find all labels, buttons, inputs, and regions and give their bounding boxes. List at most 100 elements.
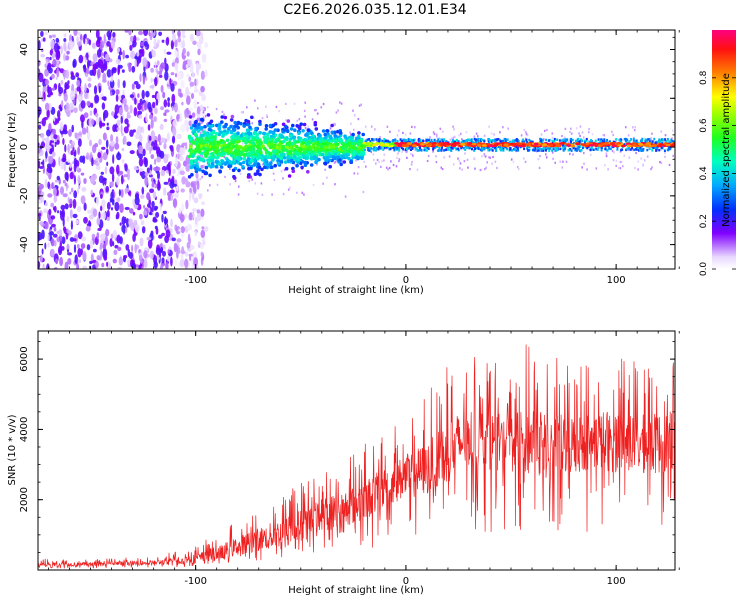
band-edge-dot [630, 138, 633, 141]
noise-dot [125, 54, 129, 59]
band-dot [337, 137, 342, 142]
band-edge-dot [638, 149, 640, 152]
faint-dot [438, 137, 441, 140]
noise-dot [130, 222, 135, 231]
faint-dot [248, 180, 251, 183]
faint-dot [304, 115, 306, 118]
faint-dot [510, 158, 513, 161]
noise-dot [38, 183, 44, 190]
band-dot [207, 127, 212, 132]
band-dot [196, 129, 201, 133]
faint-dot [335, 111, 338, 114]
faint-dot [465, 131, 468, 134]
faint-dot [350, 122, 352, 126]
faint-dot [479, 168, 482, 172]
noise-dot [117, 64, 123, 69]
faint-dot [620, 160, 623, 164]
faint-dot [215, 107, 218, 111]
band-edge-dot [393, 146, 396, 149]
noise-dot [169, 78, 172, 86]
faint-dot [414, 126, 416, 129]
faint-dot [474, 167, 476, 170]
band-edge-dot [668, 140, 671, 143]
band-dot [199, 133, 204, 138]
faint-dot [588, 147, 590, 151]
faint-dot [202, 107, 205, 110]
faint-dot [634, 126, 636, 129]
noise-dot [201, 236, 206, 246]
faint-dot [379, 136, 381, 139]
noise-dot [143, 210, 148, 216]
noise-dot [182, 47, 186, 55]
faint-dot [316, 112, 319, 115]
band-dot [262, 131, 266, 136]
noise-dot [139, 237, 144, 247]
band-edge-dot [639, 146, 642, 150]
noise-dot [155, 211, 160, 218]
faint-dot [410, 163, 413, 166]
band-edge-dot [525, 138, 528, 142]
faint-dot [383, 159, 385, 162]
spectrogram-heatmap [38, 30, 675, 269]
band-dot [245, 128, 250, 132]
faint-dot [475, 132, 478, 135]
band-edge-dot [562, 138, 565, 142]
faint-dot [443, 156, 445, 159]
noise-dot [140, 258, 143, 264]
noise-dot [98, 59, 104, 69]
noise-dot [139, 73, 142, 83]
faint-dot [298, 118, 301, 121]
noise-dot [107, 80, 110, 87]
band-dot [317, 157, 321, 162]
noise-dot [181, 34, 186, 39]
band-edge-dot [570, 149, 573, 152]
band-dot [301, 129, 305, 133]
band-edge-dot [514, 139, 517, 142]
noise-dot [72, 60, 76, 68]
band-edge-dot [436, 140, 439, 143]
noise-dot [53, 134, 58, 140]
noise-dot [63, 162, 67, 172]
faint-dot [404, 133, 407, 136]
faint-dot [625, 126, 627, 129]
y-tick-label: 4000 [19, 417, 30, 442]
band-edge-dot [561, 139, 564, 142]
faint-dot [483, 134, 486, 137]
band-dot [225, 138, 230, 143]
faint-dot [637, 160, 639, 163]
band-edge-dot [655, 149, 658, 152]
noise-dot [46, 109, 50, 118]
band-edge-dot [536, 149, 539, 152]
faint-dot [569, 152, 571, 155]
noise-dot [77, 187, 80, 194]
noise-dot [143, 250, 148, 259]
band-edge-dot [596, 148, 599, 151]
noise-dot [177, 37, 182, 43]
band-edge-dot [411, 141, 414, 145]
faint-dot [460, 132, 462, 135]
noise-dot [121, 132, 124, 136]
noise-dot [106, 122, 109, 126]
noise-dot [151, 200, 155, 208]
noise-dot [97, 68, 101, 79]
noise-dot [114, 111, 117, 115]
noise-dot [178, 208, 182, 214]
noise-dot [124, 187, 130, 193]
band-edge-dot [366, 146, 369, 149]
band-peak-dot [364, 142, 370, 146]
band-dot [193, 123, 197, 128]
band-dot [265, 135, 269, 140]
noise-dot [95, 162, 100, 167]
faint-dot [217, 166, 220, 169]
faint-dot [564, 127, 567, 130]
faint-dot [409, 132, 412, 135]
noise-dot [112, 32, 116, 38]
noise-dot [64, 55, 70, 61]
band-peak-dot [476, 144, 482, 147]
band-edge-dot [644, 140, 647, 143]
faint-dot [392, 163, 395, 167]
noise-dot [191, 191, 195, 200]
band-edge-dot [585, 139, 588, 142]
band-edge-dot [661, 141, 664, 145]
noise-dot [71, 124, 74, 133]
